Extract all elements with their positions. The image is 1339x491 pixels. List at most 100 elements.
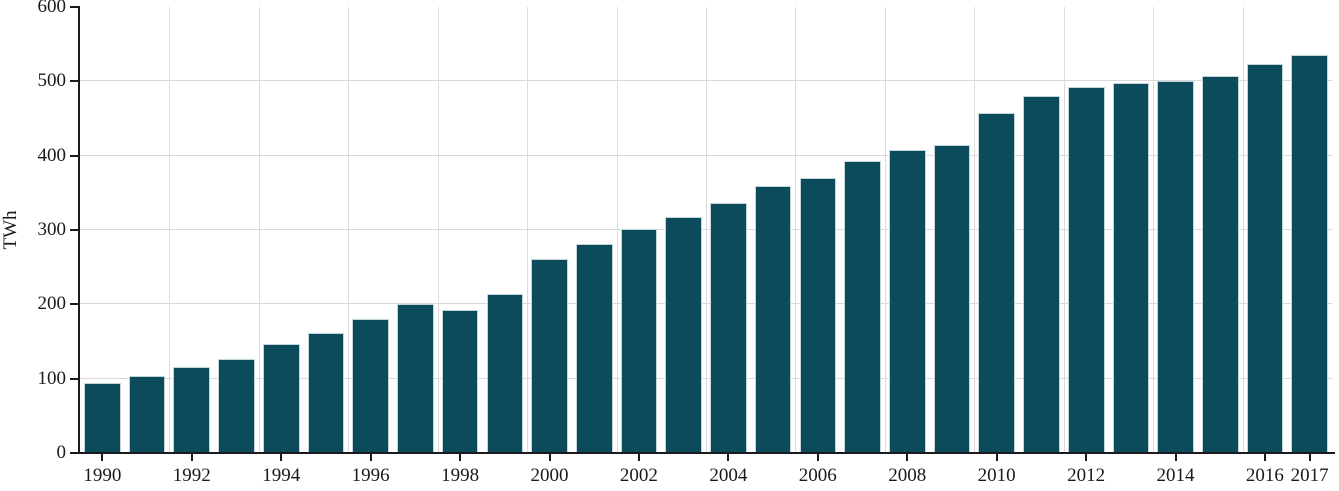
bar-slot-1996 xyxy=(348,7,393,453)
bar-2014 xyxy=(1157,81,1194,453)
x-tick-label-2016: 2016 xyxy=(1245,465,1284,486)
y-tick-label-600: 600 xyxy=(37,0,67,17)
bar-slot-1995 xyxy=(304,7,349,453)
x-tick-2000 xyxy=(548,454,551,461)
bar-slot-2011 xyxy=(1019,7,1064,453)
y-tick-300 xyxy=(70,229,79,231)
bar-slot-2013 xyxy=(1109,7,1154,453)
bar-slot-2008 xyxy=(885,7,930,453)
y-tick-500 xyxy=(70,80,79,83)
x-tick-1992 xyxy=(190,454,193,461)
bar-2001 xyxy=(575,244,613,453)
x-tick-2012 xyxy=(1085,454,1088,461)
bar-slot-2009 xyxy=(930,7,975,453)
bar-slot-2017 xyxy=(1287,7,1332,453)
x-tick-label-2017: 2017 xyxy=(1290,465,1329,486)
bar-1991 xyxy=(128,375,166,453)
x-tick-label-1996: 1996 xyxy=(351,465,390,486)
v-gridline-2014 xyxy=(1153,7,1155,453)
bar-slot-2012 xyxy=(1064,7,1109,453)
x-tick-label-2008: 2008 xyxy=(888,465,927,486)
v-gridline-1994 xyxy=(258,7,260,453)
bar-1992 xyxy=(173,366,211,453)
bar-1993 xyxy=(218,358,255,453)
x-tick-label-2012: 2012 xyxy=(1067,465,1106,486)
y-tick-label-300: 300 xyxy=(37,219,67,240)
bar-2000 xyxy=(531,259,568,453)
bar-slot-2016 xyxy=(1243,7,1288,453)
bar-1994 xyxy=(262,344,300,453)
bar-1995 xyxy=(307,332,345,453)
x-tick-2014 xyxy=(1174,454,1177,461)
bar-slot-1990 xyxy=(80,7,125,453)
bar-slot-1999 xyxy=(482,7,527,453)
x-tick-2017 xyxy=(1308,454,1311,461)
x-tick-1994 xyxy=(280,454,283,461)
x-tick-label-2014: 2014 xyxy=(1156,465,1195,486)
bar-slot-2005 xyxy=(751,7,796,453)
bar-slot-2015 xyxy=(1198,7,1243,453)
bar-1997 xyxy=(397,304,434,453)
bar-2012 xyxy=(1067,86,1105,453)
x-tick-2006 xyxy=(816,454,819,461)
bar-2006 xyxy=(799,177,837,453)
x-tick-label-1992: 1992 xyxy=(172,465,211,486)
bar-1996 xyxy=(352,319,389,453)
plot-area xyxy=(80,7,1332,453)
bar-1990 xyxy=(84,383,121,453)
bar-slot-1993 xyxy=(214,7,259,453)
bar-slot-2001 xyxy=(572,7,617,453)
y-tick-label-500: 500 xyxy=(37,70,67,92)
y-tick-label-100: 100 xyxy=(37,367,67,389)
x-tick-label-2010: 2010 xyxy=(977,465,1016,486)
y-tick-100 xyxy=(70,377,79,380)
bar-slot-2007 xyxy=(840,7,885,453)
x-tick-label-1990: 1990 xyxy=(83,465,122,486)
x-tick-label-2000: 2000 xyxy=(530,465,569,486)
x-tick-1990 xyxy=(101,454,104,461)
bar-slot-1997 xyxy=(393,7,438,453)
x-tick-label-1998: 1998 xyxy=(441,465,480,486)
v-gridline-2008 xyxy=(884,7,886,453)
y-axis-line xyxy=(78,6,80,454)
bar-2003 xyxy=(665,216,703,453)
x-tick-1996 xyxy=(369,454,372,461)
bar-2005 xyxy=(754,186,792,453)
x-tick-2004 xyxy=(727,454,730,461)
bar-1998 xyxy=(441,310,479,453)
x-tick-2010 xyxy=(995,454,998,461)
x-tick-1998 xyxy=(459,454,462,461)
v-gridline-2016 xyxy=(1242,7,1244,453)
bar-2013 xyxy=(1112,82,1150,453)
v-gridline-1998 xyxy=(437,7,439,453)
y-tick-label-200: 200 xyxy=(37,293,67,315)
bar-2016 xyxy=(1246,64,1284,453)
bar-slot-1992 xyxy=(169,7,214,453)
bar-slot-2003 xyxy=(661,7,706,453)
v-gridline-1996 xyxy=(348,7,350,453)
x-tick-label-2006: 2006 xyxy=(798,465,837,486)
bar-slot-2010 xyxy=(974,7,1019,453)
x-tick-label-2002: 2002 xyxy=(619,465,658,486)
v-gridline-2006 xyxy=(795,7,797,453)
y-tick-600 xyxy=(70,6,79,8)
bar-1999 xyxy=(486,293,524,453)
bar-slot-2014 xyxy=(1153,7,1198,453)
v-gridline-2000 xyxy=(527,7,529,453)
bar-2007 xyxy=(844,160,881,453)
bar-slot-1994 xyxy=(259,7,304,453)
v-gridline-2012 xyxy=(1063,7,1065,453)
bar-2011 xyxy=(1023,96,1060,453)
bar-2008 xyxy=(888,150,926,453)
bar-slot-2002 xyxy=(617,7,662,453)
bars xyxy=(80,7,1332,453)
x-tick-2002 xyxy=(637,454,640,461)
bar-2010 xyxy=(978,113,1016,453)
bar-2017 xyxy=(1291,55,1329,453)
bar-slot-2000 xyxy=(527,7,572,453)
bar-slot-2004 xyxy=(706,7,751,453)
v-gridline-2002 xyxy=(616,7,618,453)
y-tick-0 xyxy=(70,452,79,454)
y-tick-label-400: 400 xyxy=(37,144,67,166)
